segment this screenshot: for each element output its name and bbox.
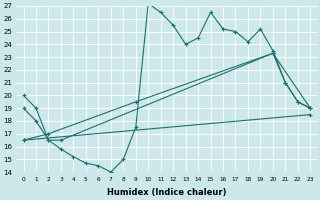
X-axis label: Humidex (Indice chaleur): Humidex (Indice chaleur)	[107, 188, 227, 197]
